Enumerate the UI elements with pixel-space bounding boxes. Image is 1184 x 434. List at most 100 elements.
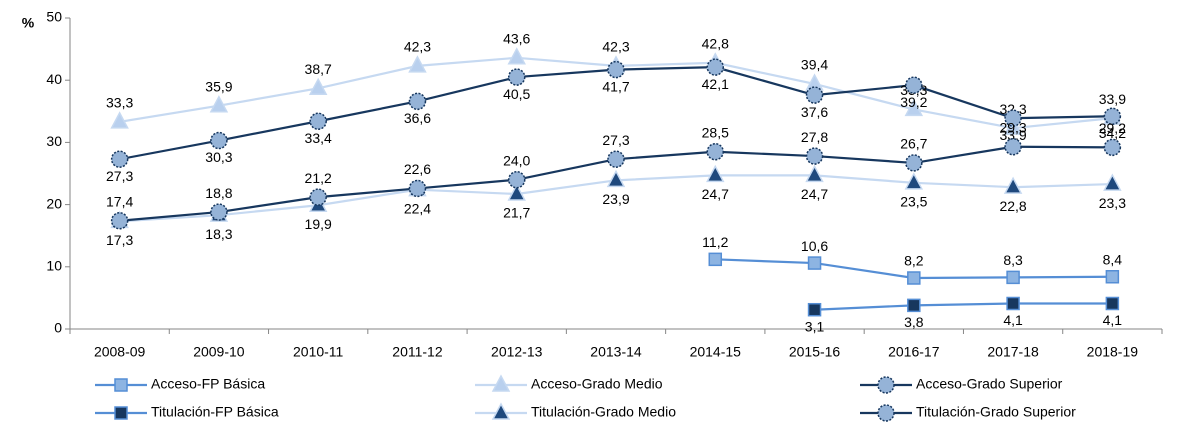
data-point bbox=[907, 271, 921, 285]
data-point bbox=[904, 172, 924, 190]
data-label: 17,3 bbox=[106, 232, 133, 248]
data-point bbox=[507, 68, 526, 86]
data-point bbox=[309, 112, 327, 131]
data-label: 17,4 bbox=[106, 193, 133, 209]
data-point bbox=[607, 150, 625, 168]
data-point bbox=[1103, 107, 1122, 126]
data-point bbox=[1004, 109, 1022, 127]
data-point bbox=[1103, 173, 1122, 191]
data-point bbox=[805, 86, 824, 104]
data-point bbox=[1006, 296, 1020, 311]
data-point bbox=[408, 55, 427, 73]
data-point bbox=[905, 154, 923, 172]
data-label: 29,2 bbox=[1099, 120, 1126, 136]
x-tick-label: 2008-09 bbox=[94, 344, 146, 360]
legend-marker bbox=[114, 378, 128, 392]
data-point bbox=[507, 47, 526, 65]
x-tick-label: 2014-15 bbox=[690, 344, 742, 360]
data-point bbox=[308, 77, 328, 96]
data-label: 8,2 bbox=[904, 253, 924, 269]
data-label: 35,9 bbox=[205, 78, 232, 94]
data-label: 21,7 bbox=[503, 205, 530, 221]
data-point bbox=[706, 164, 725, 183]
legend-label: Titulación-Grado Superior bbox=[916, 404, 1076, 420]
data-point bbox=[1006, 270, 1020, 285]
data-point bbox=[507, 183, 526, 201]
x-tick-label: 2017-18 bbox=[987, 344, 1039, 360]
data-point bbox=[1103, 138, 1122, 157]
data-label: 8,3 bbox=[1003, 252, 1023, 268]
data-point bbox=[1105, 296, 1120, 311]
data-label: 24,0 bbox=[503, 152, 530, 168]
data-label: 28,5 bbox=[702, 124, 729, 140]
y-tick-label: 40 bbox=[46, 71, 62, 87]
x-tick-label: 2010-11 bbox=[293, 344, 344, 360]
data-label: 36,6 bbox=[404, 110, 431, 126]
data-label: 40,5 bbox=[503, 86, 530, 102]
data-point bbox=[606, 169, 626, 188]
legend-marker bbox=[877, 404, 895, 422]
data-label: 29,3 bbox=[999, 119, 1026, 135]
data-label: 27,8 bbox=[801, 129, 828, 145]
data-label: 39,2 bbox=[900, 94, 927, 110]
data-point bbox=[110, 111, 129, 129]
data-label: 41,7 bbox=[602, 78, 629, 94]
y-tick-label: 20 bbox=[46, 195, 62, 211]
legend-label: Titulación-FP Básica bbox=[151, 404, 279, 420]
legend-label: Titulación-Grado Medio bbox=[531, 404, 676, 420]
legend-marker bbox=[491, 374, 511, 392]
data-label: 42,8 bbox=[702, 35, 729, 51]
data-label: 10,6 bbox=[801, 238, 828, 254]
legend-label: Acceso-Grado Medio bbox=[531, 376, 663, 392]
data-point bbox=[607, 60, 625, 79]
legend-marker bbox=[491, 402, 511, 420]
y-tick-label: 50 bbox=[46, 9, 62, 25]
x-tick-label: 2009-10 bbox=[193, 344, 245, 360]
data-point bbox=[807, 302, 822, 317]
data-point bbox=[904, 98, 924, 117]
data-label: 39,4 bbox=[801, 57, 828, 73]
y-tick-label: 0 bbox=[54, 320, 62, 336]
x-tick-label: 2012-13 bbox=[491, 344, 543, 360]
y-tick-label: 30 bbox=[46, 133, 62, 149]
data-point bbox=[1105, 270, 1120, 284]
data-label: 38,7 bbox=[305, 61, 332, 77]
legend-label: Acceso-Grado Superior bbox=[916, 376, 1063, 392]
x-tick-label: 2013-14 bbox=[590, 344, 642, 360]
data-label: 4,1 bbox=[1103, 312, 1123, 328]
data-point bbox=[110, 212, 129, 230]
x-tick-label: 2016-17 bbox=[888, 344, 940, 360]
x-tick-label: 2011-12 bbox=[392, 344, 443, 360]
data-label: 4,1 bbox=[1003, 312, 1023, 328]
data-label: 42,3 bbox=[602, 39, 629, 55]
data-point bbox=[708, 252, 723, 267]
legend-marker bbox=[114, 406, 128, 420]
data-label: 3,8 bbox=[904, 314, 924, 330]
series-line bbox=[814, 302, 1113, 311]
data-point bbox=[210, 203, 228, 221]
legend-label: Acceso-FP Básica bbox=[151, 376, 265, 392]
x-tick-label: 2018-19 bbox=[1087, 344, 1139, 360]
data-label: 34,2 bbox=[1099, 125, 1126, 141]
data-point bbox=[706, 58, 725, 76]
data-label: 23,5 bbox=[900, 194, 927, 210]
data-label: 37,6 bbox=[801, 104, 828, 120]
data-label: 18,8 bbox=[205, 185, 232, 201]
data-label: 22,6 bbox=[404, 161, 431, 177]
data-label: 27,3 bbox=[106, 168, 133, 184]
data-point bbox=[209, 95, 229, 113]
legend-marker bbox=[877, 376, 895, 394]
data-point bbox=[905, 76, 923, 94]
data-label: 19,9 bbox=[305, 216, 332, 232]
data-label: 30,3 bbox=[205, 149, 232, 165]
data-label: 27,3 bbox=[602, 132, 629, 148]
data-label: 42,3 bbox=[404, 39, 431, 55]
data-label: 43,6 bbox=[503, 31, 530, 47]
data-label: 42,1 bbox=[702, 76, 729, 92]
data-label: 22,8 bbox=[999, 198, 1026, 214]
data-label: 3,1 bbox=[805, 318, 825, 334]
data-point bbox=[807, 256, 822, 270]
x-tick-label: 2015-16 bbox=[789, 344, 841, 360]
